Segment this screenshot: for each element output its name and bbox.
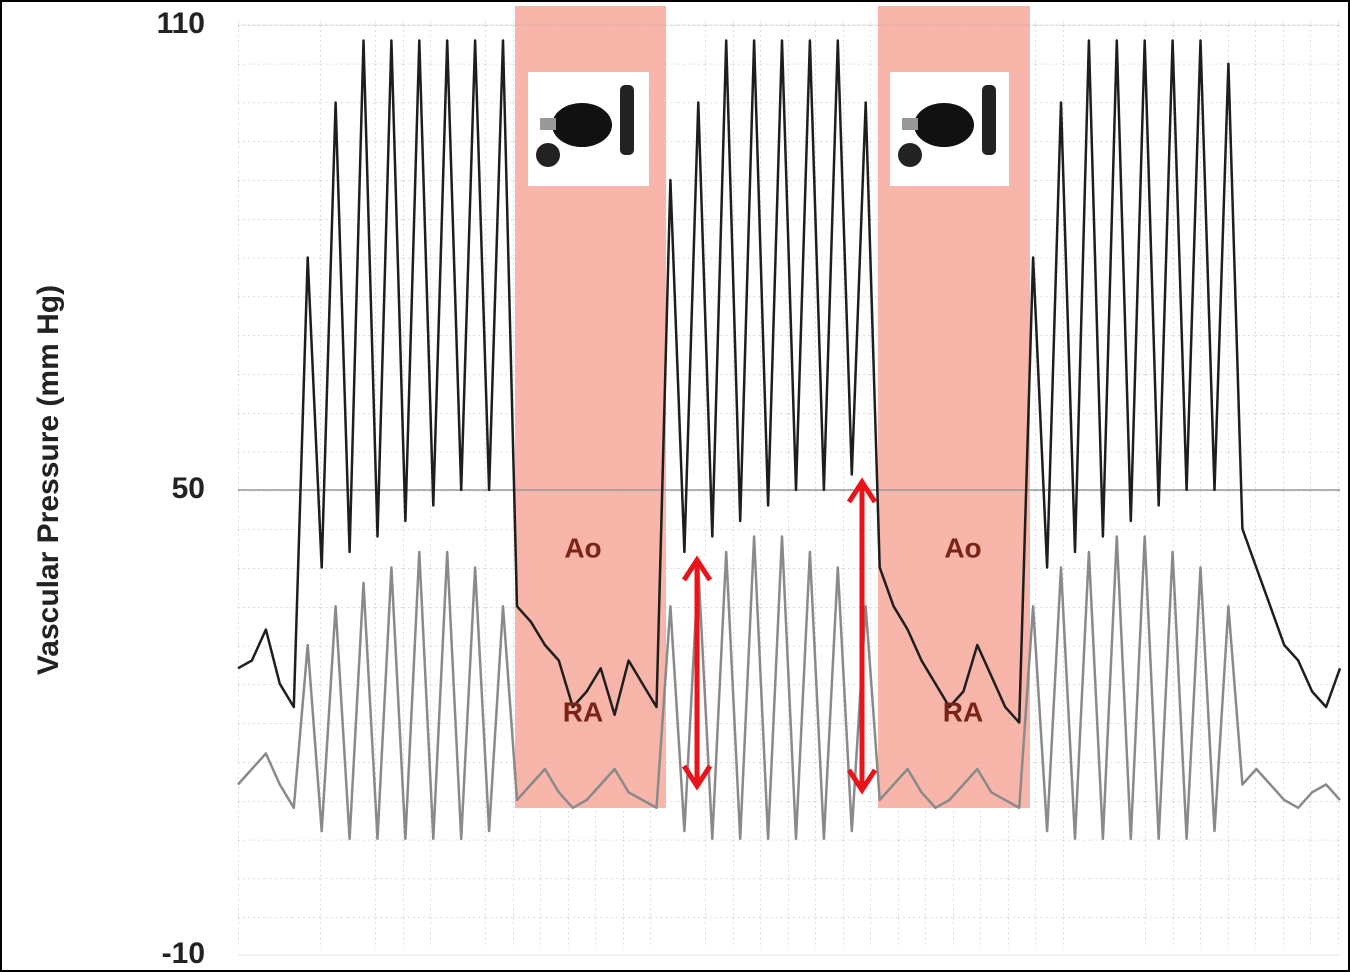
y-axis-label: Vascular Pressure (mm Hg) (32, 285, 65, 675)
y-tick-label: 50 (172, 472, 205, 505)
trace-line (237, 39, 1342, 724)
device-icon (528, 72, 649, 186)
y-tick-label: -10 (162, 937, 205, 970)
arrow (681, 477, 878, 795)
y-tick-label: 110 (157, 7, 205, 40)
trace-label: RA (563, 696, 603, 727)
trace-label: Ao (944, 532, 981, 563)
trace-label: RA (943, 696, 983, 727)
trace-line (237, 535, 1341, 841)
device-icon (890, 72, 1009, 186)
trace-label: Ao (564, 532, 601, 563)
